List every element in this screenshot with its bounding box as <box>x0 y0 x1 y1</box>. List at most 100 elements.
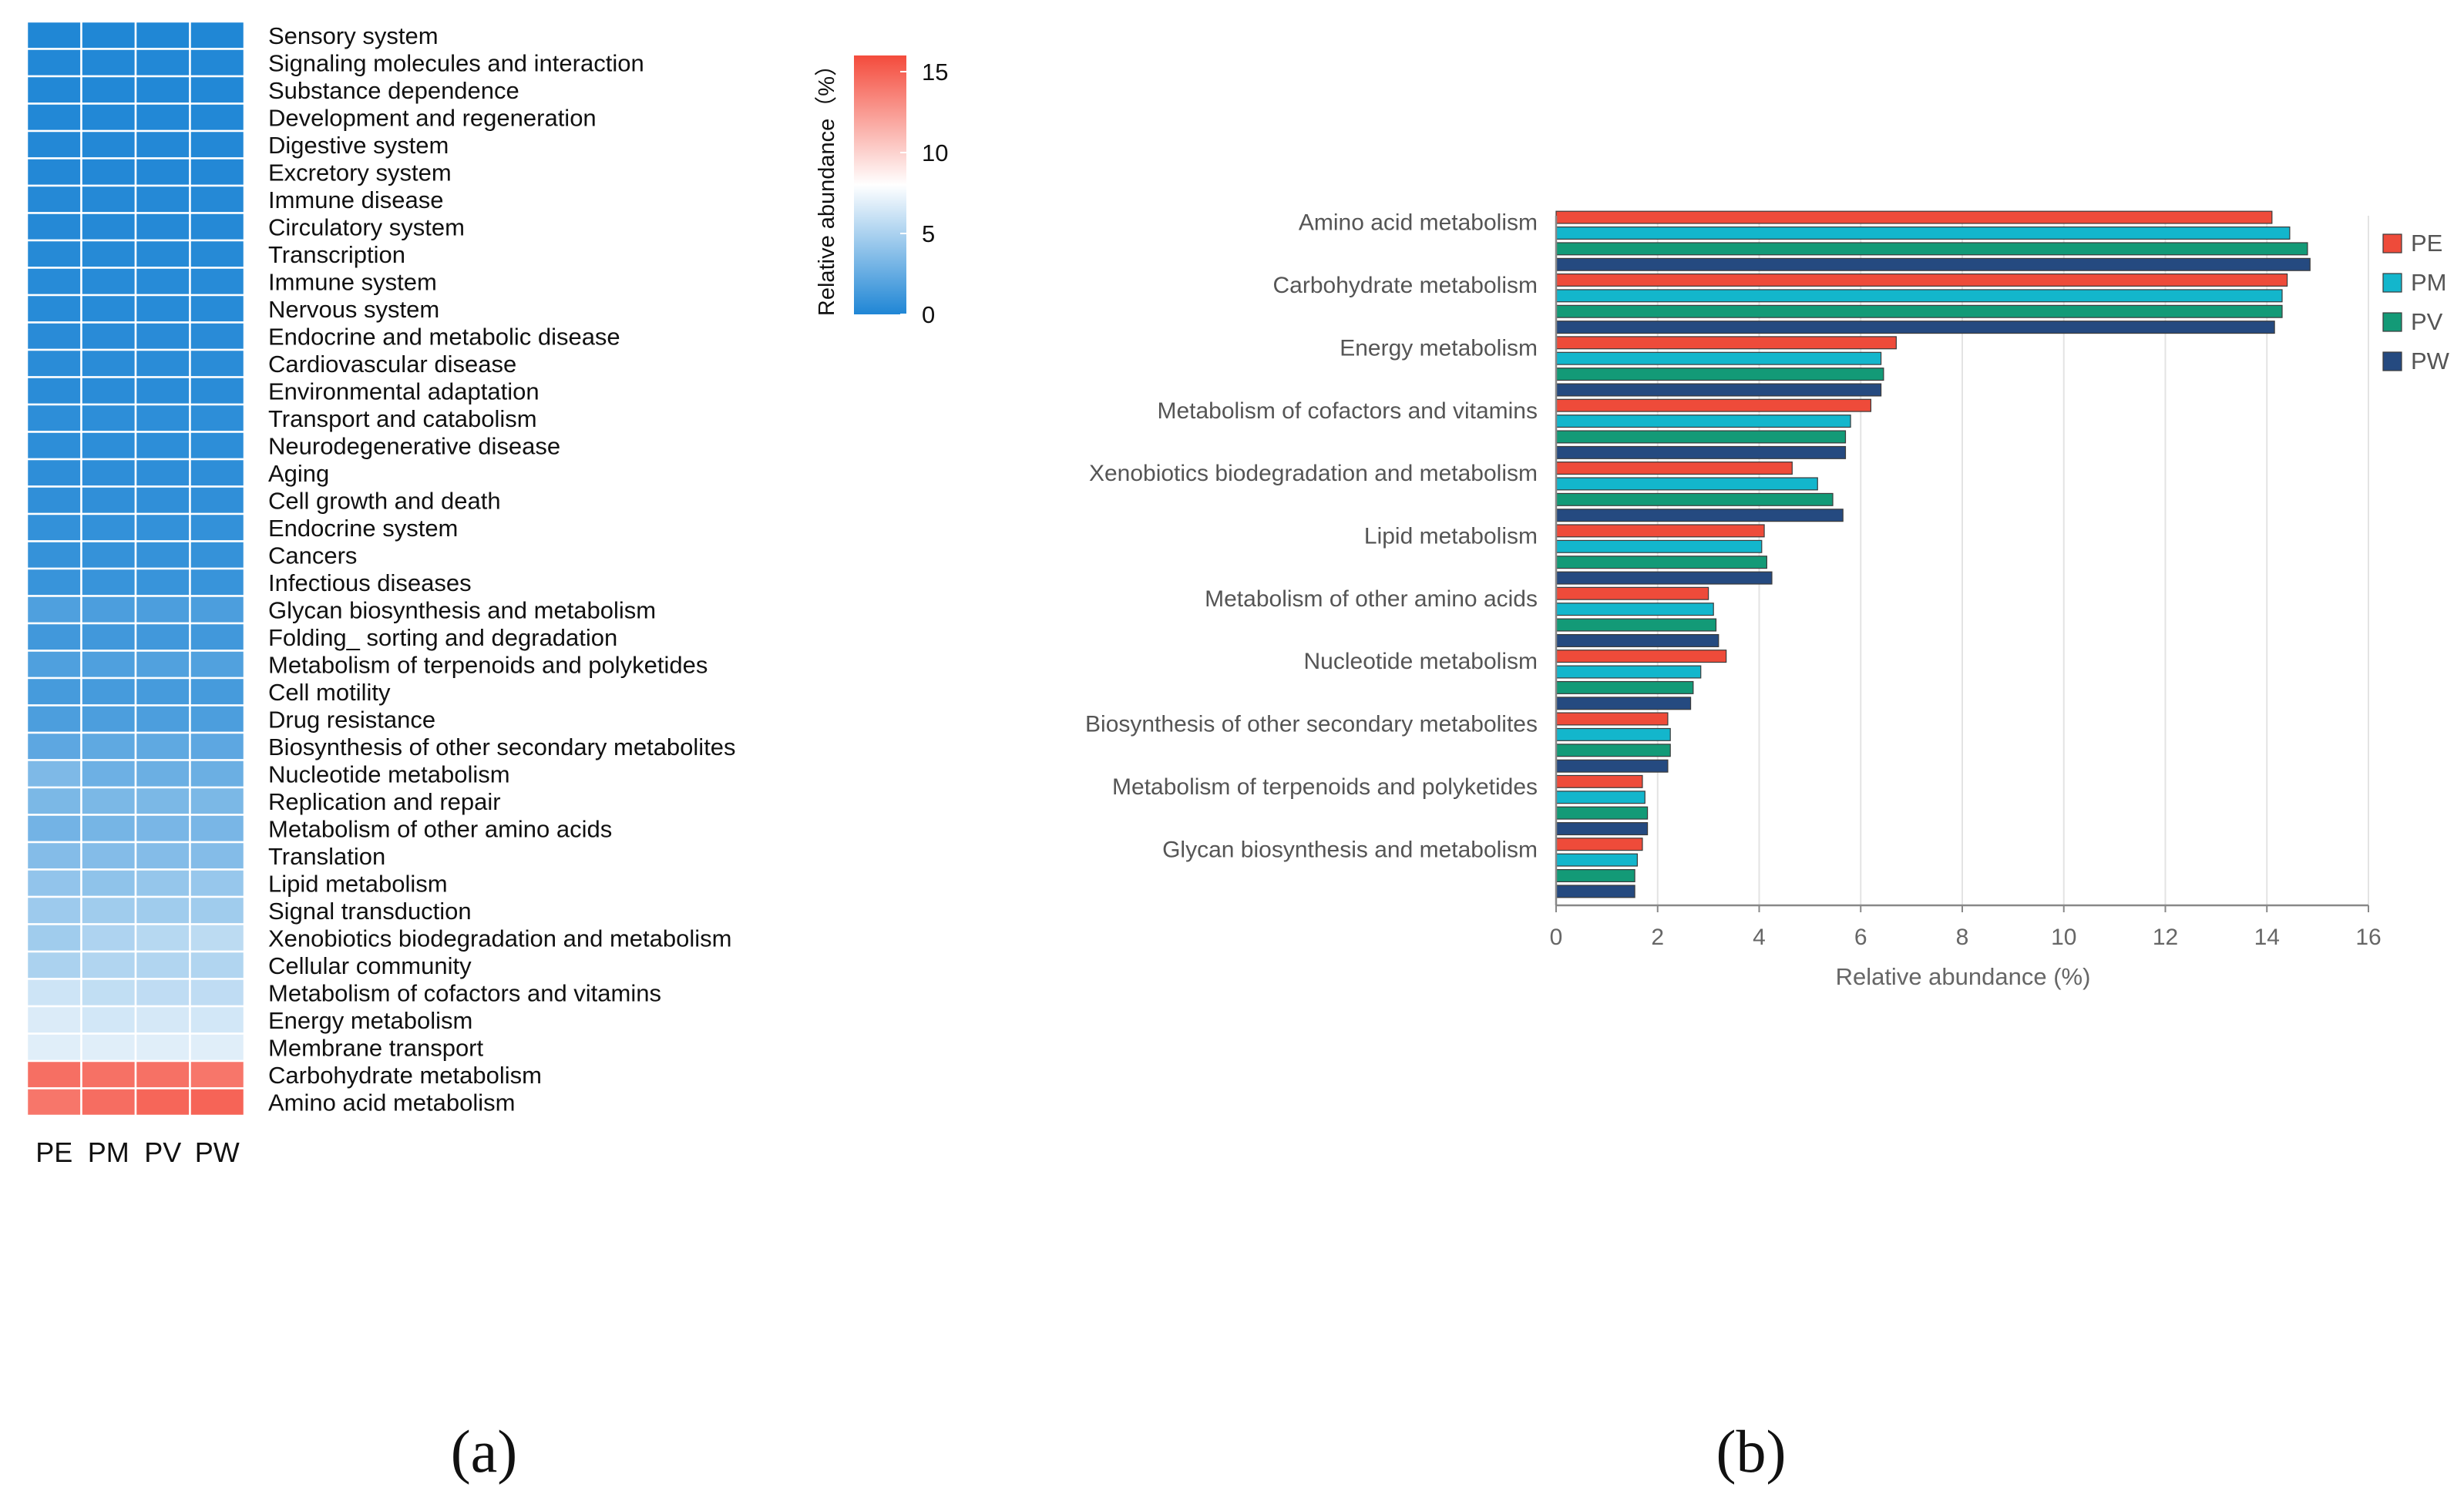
heatmap-cell <box>25 239 82 269</box>
heatmap-cell <box>80 348 137 378</box>
heatmap-cell <box>134 458 191 488</box>
heatmap-cell <box>80 814 137 844</box>
heatmap-cell <box>189 1005 246 1035</box>
bar-category-label: Nucleotide metabolism <box>1304 649 1538 674</box>
heatmap-row-label: Folding_ sorting and degradation <box>268 624 617 651</box>
heatmap-cell <box>189 540 246 570</box>
heatmap-row-label: Neurodegenerative disease <box>268 432 560 459</box>
bar-pe <box>1555 586 1709 600</box>
legend-swatch-pe <box>2382 233 2402 253</box>
heatmap-row-label: Substance dependence <box>268 77 519 104</box>
heatmap-cell <box>189 458 246 488</box>
heatmap-cell <box>189 129 246 159</box>
bar-series <box>1555 210 2311 898</box>
heatmap-cell <box>189 759 246 789</box>
heatmap-cell <box>134 676 191 707</box>
heatmap-cell <box>25 267 82 297</box>
heatmap-cell <box>80 759 137 789</box>
heatmap-cell <box>134 759 191 789</box>
heatmap-cell <box>25 129 82 159</box>
heatmap-cell <box>134 184 191 214</box>
heatmap-cell <box>80 102 137 133</box>
colorbar-tick-label: 15 <box>922 59 948 86</box>
heatmap-cell <box>25 841 82 871</box>
heatmap-cell <box>134 814 191 844</box>
heatmap-column-label: PM <box>88 1136 129 1168</box>
heatmap-row-label: Metabolism of terpenoids and polyketides <box>268 651 708 678</box>
bar-pe <box>1555 462 1793 475</box>
heatmap-cell <box>25 868 82 898</box>
heatmap-row-label: Signal transduction <box>268 898 472 925</box>
heatmap-cell <box>25 895 82 925</box>
heatmap-row-label: Transport and catabolism <box>268 405 537 432</box>
heatmap-cell <box>25 650 82 680</box>
heatmap-cell <box>134 567 191 597</box>
heatmap-cell <box>25 814 82 844</box>
bar-category-label: Amino acid metabolism <box>1299 210 1538 236</box>
heatmap-cell <box>25 622 82 652</box>
bar-x-tick-label: 14 <box>2254 925 2280 950</box>
heatmap-cell <box>189 622 246 652</box>
heatmap-row-label: Immune system <box>268 268 437 295</box>
heatmap-cell <box>80 1032 137 1063</box>
legend-label-pe: PE <box>2411 230 2442 257</box>
bar-pv <box>1555 806 1649 820</box>
heatmap-cell <box>189 239 246 269</box>
heatmap-row-label: Immune disease <box>268 186 443 213</box>
heatmap-cell <box>80 294 137 324</box>
heatmap-row-label: Carbohydrate metabolism <box>268 1062 542 1089</box>
heatmap-cell <box>80 895 137 925</box>
bar-category-label: Metabolism of terpenoids and polyketides <box>1112 774 1538 800</box>
heatmap-row-label: Amino acid metabolism <box>268 1089 515 1116</box>
heatmap-column-labels: PE PM PV PW <box>35 1136 240 1168</box>
heatmap-cell <box>80 923 137 953</box>
bar-pe <box>1555 712 1669 726</box>
heatmap-row-label: Excretory system <box>268 159 452 186</box>
panel-label-a: (a) <box>451 1418 518 1485</box>
bar-pv <box>1555 680 1694 694</box>
heatmap-column-label: PE <box>35 1136 72 1168</box>
heatmap-cell <box>134 923 191 953</box>
heatmap-row-label: Digestive system <box>268 132 449 159</box>
bar-x-tick-label: 2 <box>1651 925 1664 950</box>
heatmap-cell <box>189 512 246 542</box>
bar-pv <box>1555 744 1671 757</box>
heatmap-row-label: Infectious diseases <box>268 569 472 596</box>
heatmap-cell <box>80 48 137 78</box>
heatmap-cell <box>25 20 82 50</box>
heatmap-cell <box>80 868 137 898</box>
heatmap-cell <box>25 431 82 461</box>
bar-pw <box>1555 509 1844 522</box>
bar-pe <box>1555 398 1872 412</box>
heatmap-row-label: Nervous system <box>268 296 439 323</box>
colorbar-title: Relative abundance（%） <box>815 54 839 316</box>
bar-pv <box>1555 430 1847 444</box>
bar-category-label: Lipid metabolism <box>1364 524 1538 549</box>
bar-pw <box>1555 759 1669 773</box>
heatmap-row-label: Nucleotide metabolism <box>268 760 510 787</box>
bar-x-tick-label: 6 <box>1854 925 1867 950</box>
heatmap-cell <box>189 676 246 707</box>
heatmap-cell <box>25 540 82 570</box>
heatmap-cell <box>189 841 246 871</box>
heatmap-cell <box>189 321 246 351</box>
heatmap-cell <box>25 595 82 625</box>
heatmap-row-label: Signaling molecules and interaction <box>268 49 644 76</box>
heatmap-cell <box>80 567 137 597</box>
heatmap-cell <box>134 376 191 406</box>
heatmap-cell <box>134 348 191 378</box>
heatmap-cell <box>25 786 82 816</box>
heatmap-cell <box>80 20 137 50</box>
heatmap-cell <box>134 403 191 433</box>
heatmap-cell <box>189 485 246 515</box>
heatmap-cell <box>80 485 137 515</box>
heatmap-cell <box>80 841 137 871</box>
heatmap-row-label: Metabolism of other amino acids <box>268 815 612 842</box>
heatmap-cell <box>189 267 246 297</box>
heatmap-cell <box>80 184 137 214</box>
legend-swatch-pm <box>2382 273 2402 293</box>
bar-chart-panel: Amino acid metabolism Carbohydrate metabo… <box>1085 210 2450 990</box>
legend-swatch-pw <box>2382 351 2402 371</box>
